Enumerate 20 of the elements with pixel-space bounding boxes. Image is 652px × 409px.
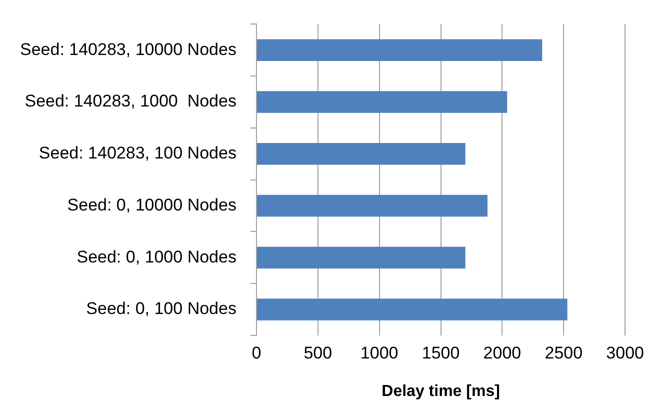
x-tick-label: 2500 — [544, 343, 583, 362]
y-tick-label: Seed: 140283, 100 Nodes — [38, 144, 236, 163]
x-tick-label: 2000 — [483, 343, 522, 362]
x-tick-label: 0 — [252, 343, 262, 362]
x-tick-label: 3000 — [606, 343, 644, 362]
x-tick-label: 1000 — [360, 343, 398, 362]
bar — [256, 142, 466, 165]
bar — [256, 39, 542, 62]
bar — [256, 194, 488, 217]
x-tick-label: 500 — [304, 343, 332, 362]
x-tick-label: 1500 — [422, 343, 460, 362]
bar — [256, 298, 568, 320]
y-tick-label: Seed: 140283, 10000 Nodes — [20, 40, 236, 59]
x-axis-title: Delay time [ms] — [382, 382, 500, 400]
bar — [256, 91, 508, 113]
y-tick-label: Seed: 0, 10000 Nodes — [67, 195, 236, 214]
y-tick-label: Seed: 140283, 1000 Nodes — [24, 92, 236, 111]
y-tick-label: Seed: 0, 1000 Nodes — [76, 247, 236, 266]
bar — [256, 246, 466, 268]
y-tick-label: Seed: 0, 100 Nodes — [86, 299, 236, 318]
